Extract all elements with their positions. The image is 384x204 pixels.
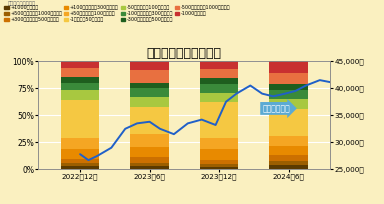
Bar — [270, 161, 308, 165]
Bar — [131, 166, 169, 169]
Bar — [61, 163, 99, 166]
Bar — [131, 107, 169, 134]
Bar — [131, 61, 169, 70]
Bar — [270, 109, 308, 136]
Title: 株式投資の損益と株価: 株式投資の損益と株価 — [147, 47, 222, 60]
Bar — [200, 61, 238, 69]
Bar — [200, 69, 238, 79]
Bar — [131, 163, 169, 166]
Bar — [270, 155, 308, 161]
Bar — [270, 73, 308, 84]
Bar — [131, 157, 169, 163]
Bar — [270, 84, 308, 90]
Bar — [61, 149, 99, 159]
Bar — [200, 138, 238, 149]
Bar — [61, 68, 99, 78]
Bar — [270, 145, 308, 155]
Legend: +1000万円以上, +500万円以上～1000万円未満, +300万円以上～500万円未満, +100万円以上～300万円未満, +50万円以上～100万円未: +1000万円以上, +500万円以上～1000万円未満, +300万円以上～5… — [4, 6, 230, 22]
Bar — [200, 102, 238, 138]
Bar — [61, 138, 99, 149]
Bar — [200, 149, 238, 160]
Bar — [270, 136, 308, 145]
Bar — [200, 160, 238, 164]
Bar — [270, 61, 308, 73]
Bar — [61, 166, 99, 169]
Bar — [270, 90, 308, 99]
Bar — [131, 97, 169, 107]
Bar — [200, 79, 238, 84]
Bar — [200, 164, 238, 167]
Bar — [200, 167, 238, 169]
Bar — [131, 83, 169, 88]
Text: 日経平均株価: 日経平均株価 — [262, 104, 290, 113]
Bar — [61, 100, 99, 138]
Bar — [270, 165, 308, 169]
Bar — [131, 134, 169, 147]
Bar — [61, 83, 99, 90]
Bar — [200, 93, 238, 102]
Text: 株の学校ドットコム: 株の学校ドットコム — [8, 1, 36, 6]
Bar — [61, 78, 99, 83]
Bar — [61, 90, 99, 100]
Bar — [131, 70, 169, 83]
Bar — [131, 88, 169, 97]
Bar — [61, 159, 99, 163]
Bar — [131, 147, 169, 157]
Bar — [200, 84, 238, 93]
Bar — [61, 61, 99, 68]
Bar — [270, 99, 308, 109]
